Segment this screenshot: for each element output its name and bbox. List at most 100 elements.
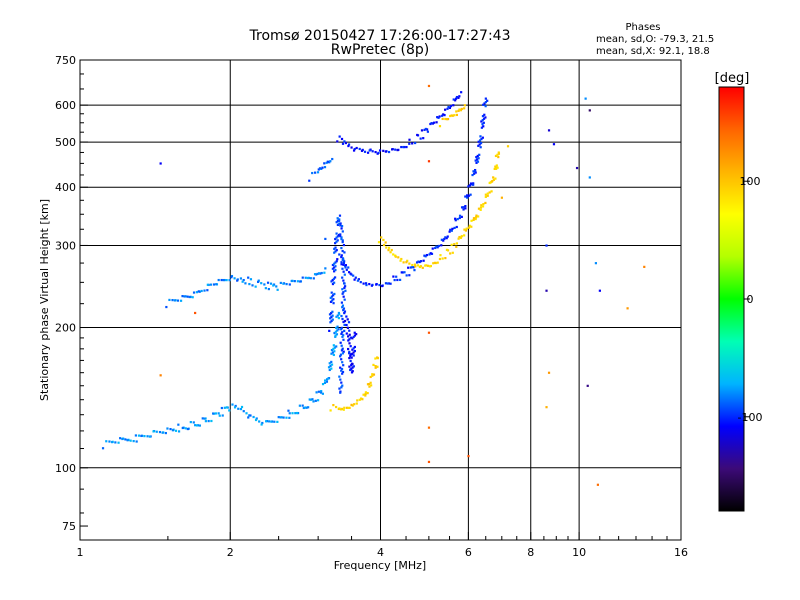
data-point <box>339 224 342 227</box>
data-point <box>353 345 356 349</box>
data-point <box>370 284 374 287</box>
data-point <box>239 407 243 411</box>
data-point <box>342 309 345 312</box>
data-point <box>330 291 333 294</box>
data-point <box>177 430 181 433</box>
data-point <box>403 271 406 274</box>
data-point <box>148 435 152 438</box>
data-point <box>336 239 339 242</box>
data-point <box>374 150 377 154</box>
data-point <box>467 185 470 188</box>
data-point <box>233 406 237 409</box>
data-point <box>194 311 197 315</box>
data-point <box>340 254 343 257</box>
data-point <box>444 108 447 111</box>
data-point <box>458 95 461 98</box>
data-point <box>248 414 251 417</box>
data-point <box>335 260 338 263</box>
x-axis-ticks: 1 2 4 6 8 10 16 <box>77 532 688 559</box>
data-point <box>417 260 420 263</box>
data-point <box>137 434 141 437</box>
data-point <box>348 329 351 332</box>
data-point <box>158 430 162 434</box>
data-point <box>361 398 364 401</box>
data-point <box>341 304 345 307</box>
data-point <box>465 227 468 230</box>
data-point <box>340 263 343 266</box>
data-point <box>438 257 442 261</box>
data-point <box>482 121 485 124</box>
data-point <box>340 358 343 361</box>
data-point <box>464 204 467 208</box>
data-point <box>440 244 443 247</box>
data-point <box>475 161 478 164</box>
data-point <box>337 233 341 237</box>
data-point <box>349 368 352 372</box>
data-point <box>408 262 411 265</box>
data-point <box>285 282 288 286</box>
data-point <box>464 207 467 210</box>
data-point <box>378 149 382 152</box>
data-point <box>400 271 403 274</box>
data-point <box>405 145 408 149</box>
data-point <box>352 354 355 357</box>
data-point <box>318 167 322 170</box>
data-point <box>486 194 489 197</box>
data-point <box>334 265 337 268</box>
data-point <box>348 356 351 360</box>
data-point <box>434 246 437 250</box>
data-point <box>452 104 455 107</box>
data-point <box>273 420 276 423</box>
data-point <box>345 315 348 318</box>
data-point <box>342 350 345 353</box>
data-point <box>454 219 457 222</box>
data-point <box>396 149 399 152</box>
data-point <box>371 374 374 377</box>
data-point <box>105 440 108 443</box>
data-point <box>282 416 285 419</box>
data-point <box>375 283 378 286</box>
data-point <box>430 252 434 255</box>
data-point <box>341 306 344 309</box>
data-point <box>575 166 579 170</box>
data-point <box>446 249 450 252</box>
data-point <box>335 236 338 239</box>
x-tick-label: 8 <box>527 546 534 559</box>
data-point <box>342 279 345 282</box>
data-point <box>336 325 339 328</box>
data-point <box>490 190 493 193</box>
data-point <box>433 261 437 264</box>
data-point <box>343 251 346 254</box>
data-point <box>354 276 357 279</box>
data-point <box>474 171 477 174</box>
data-point <box>341 317 344 321</box>
data-point <box>195 424 199 427</box>
data-point <box>316 399 320 402</box>
data-point <box>347 143 351 146</box>
data-point <box>324 267 327 270</box>
data-point <box>203 289 206 292</box>
data-point <box>173 299 176 302</box>
data-point <box>333 281 336 284</box>
data-point <box>336 329 339 332</box>
data-point <box>299 280 302 283</box>
data-point <box>252 415 255 419</box>
data-point <box>324 237 327 241</box>
data-point <box>155 430 158 433</box>
data-point <box>161 431 164 434</box>
data-point <box>269 282 273 285</box>
data-point <box>484 105 487 108</box>
data-point <box>471 173 474 177</box>
data-point <box>346 318 349 321</box>
data-point <box>483 102 486 105</box>
data-point <box>424 255 427 258</box>
data-point <box>477 140 480 143</box>
data-point <box>450 243 453 246</box>
data-point <box>333 251 336 254</box>
data-point <box>332 403 335 407</box>
data-point <box>454 97 458 100</box>
data-point <box>594 262 598 265</box>
data-point <box>349 359 352 363</box>
data-point <box>443 113 446 117</box>
data-point <box>330 360 333 364</box>
